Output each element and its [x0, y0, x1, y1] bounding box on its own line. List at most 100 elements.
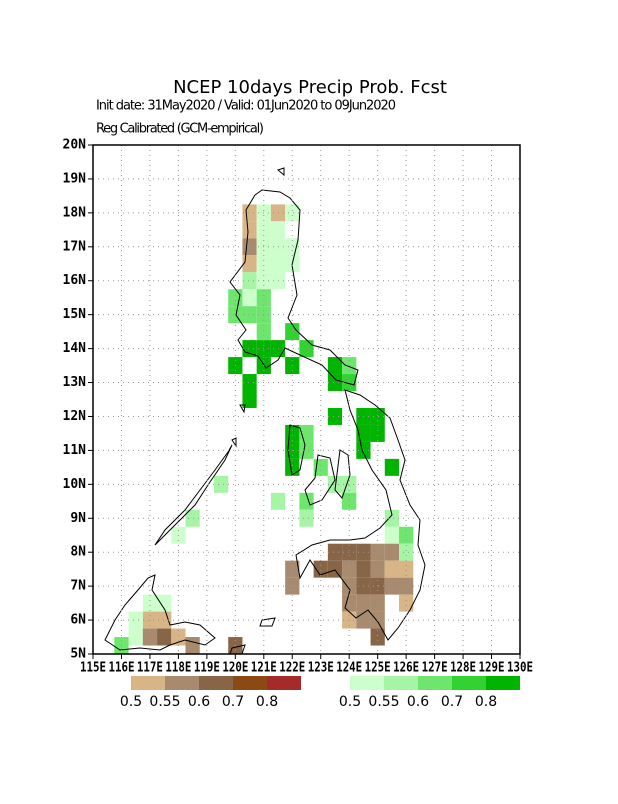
prob-cell	[285, 204, 300, 222]
lon-tick-label: 124E	[336, 661, 362, 676]
lon-tick-label: 120E	[222, 661, 248, 676]
lon-tick-label: 128E	[450, 661, 476, 676]
legend-swatch	[486, 676, 520, 690]
legend-label: 0.8	[256, 694, 278, 710]
title: NCEP 10days Precip Prob. Fcst	[173, 77, 447, 98]
prob-cell	[256, 221, 271, 239]
prob-cell	[327, 560, 343, 578]
prob-cell	[242, 204, 257, 222]
prob-cell	[342, 577, 357, 595]
lon-tick-label: 123E	[308, 661, 334, 676]
prob-cell	[242, 255, 257, 273]
legend-label: 0.5	[120, 694, 142, 710]
prob-cell	[356, 594, 371, 612]
prob-cell	[171, 628, 186, 646]
lon-tick-label: 119E	[194, 661, 220, 676]
legend-label: 0.5	[339, 694, 361, 710]
axes: 115E 116E 117E 118E 119E 120E 121E 122E 123E 124E…	[63, 138, 533, 676]
legend-swatch	[384, 676, 418, 690]
prob-cell	[242, 391, 257, 408]
prob-cell	[327, 407, 343, 425]
prob-cell	[327, 543, 343, 561]
lon-tick-label: 118E	[165, 661, 191, 676]
legend-label: 0.7	[222, 694, 244, 710]
prob-cell	[270, 255, 286, 273]
lat-tick-label: 16N	[63, 273, 87, 288]
lon-tick-label: 117E	[137, 661, 163, 676]
prob-cell	[342, 492, 357, 510]
prob-cell	[399, 543, 414, 561]
lat-tick-label: 8N	[70, 545, 86, 560]
prob-cell	[270, 492, 286, 510]
legend-swatch	[199, 676, 233, 690]
prob-cell	[285, 323, 300, 341]
prob-cell	[185, 509, 200, 527]
prob-cell	[327, 374, 343, 392]
prob-cell	[370, 560, 385, 578]
prob-cell	[370, 424, 385, 442]
prob-cell	[370, 577, 385, 595]
prob-cell	[342, 543, 357, 561]
lat-tick-label: 5N	[70, 647, 86, 662]
lat-tick-label: 19N	[63, 171, 87, 186]
legend-label: 0.55	[149, 694, 180, 710]
lon-tick-label: 121E	[251, 661, 277, 676]
prob-cell	[384, 458, 400, 476]
note: Reg Calibrated (GCM-empirical)	[96, 122, 264, 137]
prob-cell	[242, 221, 257, 239]
legend-swatch	[452, 676, 486, 690]
lat-tick-label: 9N	[70, 511, 86, 526]
lat-tick-label: 7N	[70, 579, 86, 594]
lat-tick-label: 14N	[63, 341, 87, 356]
prob-cell	[185, 637, 200, 654]
prob-cell	[256, 255, 271, 273]
prob-cell	[384, 543, 400, 561]
prob-cell	[242, 340, 257, 358]
lat-tick-label: 11N	[63, 443, 87, 458]
lon-tick-label: 122E	[279, 661, 305, 676]
prob-cell	[128, 628, 143, 646]
prob-cell	[285, 560, 300, 578]
legend-swatch	[267, 676, 301, 690]
legend-label: 0.7	[441, 694, 463, 710]
prob-cell	[299, 492, 314, 510]
lat-tick-label: 17N	[63, 239, 87, 254]
legend-label: 0.6	[188, 694, 210, 710]
prob-cell	[384, 526, 400, 544]
prob-cell	[157, 628, 172, 646]
prob-cell	[157, 611, 172, 629]
prob-cell	[342, 594, 357, 612]
legend-swatch	[233, 676, 267, 690]
coastlines	[104, 167, 426, 655]
prob-cell	[142, 628, 158, 646]
legend-label: 0.55	[368, 694, 399, 710]
lat-tick-label: 18N	[63, 205, 87, 220]
lon-tick-label: 115E	[80, 661, 106, 676]
subtitle: Init date: 31May2020 / Valid: 01Jun2020 …	[96, 99, 396, 114]
coastline	[334, 449, 351, 499]
prob-cell	[285, 577, 300, 595]
prob-cell	[242, 289, 257, 307]
prob-cell	[399, 594, 414, 612]
lon-tick-label: 116E	[108, 661, 134, 676]
prob-cell	[370, 594, 385, 612]
prob-cell	[299, 441, 314, 459]
legend-swatch	[418, 676, 452, 690]
coastline	[231, 167, 285, 448]
prob-cell	[370, 407, 385, 425]
coastline	[295, 389, 426, 641]
lat-tick-label: 15N	[63, 307, 87, 322]
lat-tick-label: 10N	[63, 477, 87, 492]
prob-cell	[242, 238, 257, 256]
coastline	[259, 617, 276, 627]
prob-cell	[342, 374, 357, 392]
prob-cell	[157, 594, 172, 612]
prob-cell	[342, 560, 357, 578]
lat-tick-label: 13N	[63, 375, 87, 390]
prob-cell	[384, 509, 400, 527]
coastline	[304, 454, 336, 506]
prob-cell	[242, 306, 257, 324]
legend-swatch	[350, 676, 384, 690]
prob-cell	[299, 340, 314, 358]
